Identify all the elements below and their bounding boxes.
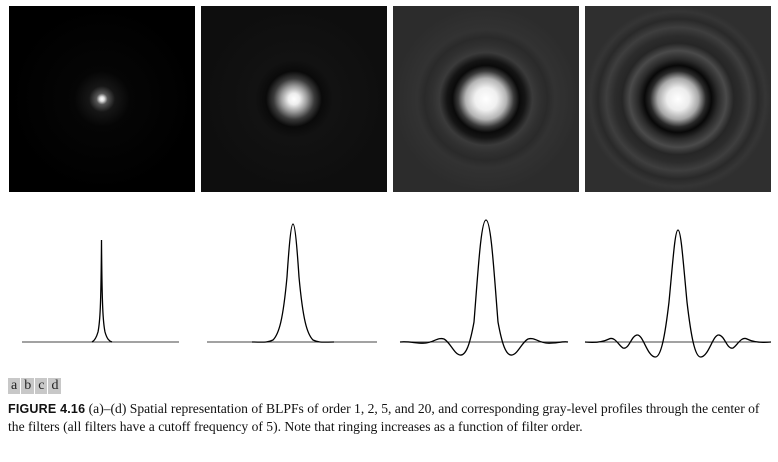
panel-b-spot	[201, 6, 387, 192]
figure-caption: FIGURE 4.16 (a)–(d) Spatial representati…	[8, 400, 773, 435]
spatial-panel-a	[9, 6, 195, 192]
profile-d-curve	[584, 229, 772, 358]
panel-label-b: b	[21, 378, 35, 394]
profile-c-curve	[399, 219, 569, 356]
caption-text: (a)–(d) Spatial representation of BLPFs …	[8, 401, 760, 434]
profile-c	[399, 219, 569, 356]
panel-labels: a b c d	[8, 378, 62, 394]
panel-label-c: c	[35, 378, 48, 394]
profile-a	[22, 239, 179, 343]
spatial-panel-c	[393, 6, 579, 192]
profile-d	[584, 229, 772, 358]
profile-b	[207, 223, 377, 343]
panel-c-spot	[393, 6, 579, 192]
spatial-panel-d	[585, 6, 771, 192]
profile-b-curve	[251, 223, 335, 343]
profile-a-curve	[91, 239, 113, 343]
panel-label-d: d	[48, 378, 62, 394]
panel-label-a: a	[8, 378, 21, 394]
spatial-panel-b	[201, 6, 387, 192]
figure-number: FIGURE 4.16	[8, 402, 86, 416]
panel-a-spot	[9, 6, 195, 192]
panel-d-spot	[585, 6, 771, 192]
